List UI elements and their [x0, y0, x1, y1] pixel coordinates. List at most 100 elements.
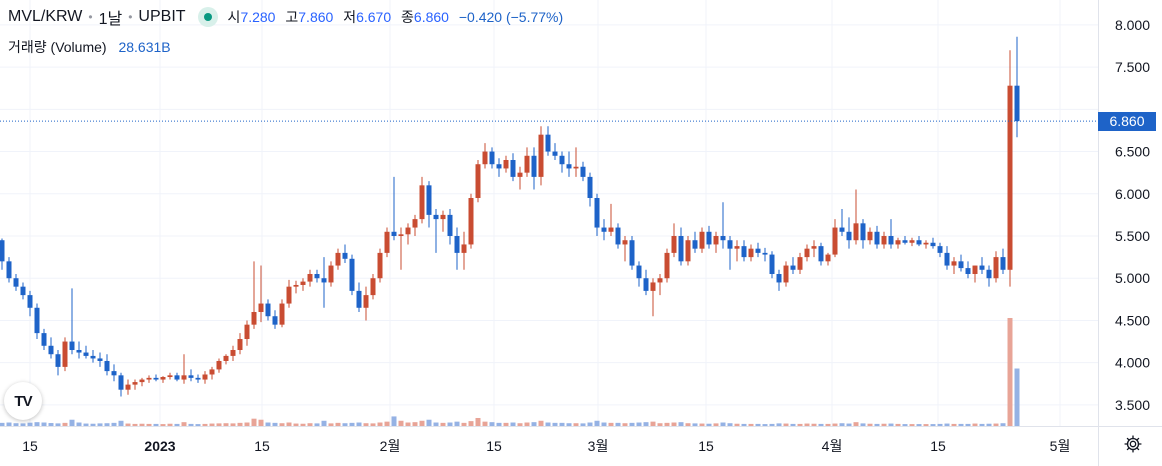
market-open-icon[interactable]	[197, 7, 218, 27]
volume-bar	[741, 423, 747, 426]
volume-bar	[384, 421, 390, 426]
symbol-name[interactable]: MVL/KRW	[8, 8, 83, 25]
candle-body	[776, 274, 782, 283]
candle-body	[489, 151, 495, 165]
volume-bar	[986, 423, 992, 426]
candle-body	[510, 160, 516, 177]
candle-body	[426, 185, 432, 215]
candle-body	[832, 227, 838, 255]
volume-bar	[538, 420, 544, 426]
volume-bar	[902, 424, 908, 426]
volume-legend[interactable]: 거래량 (Volume) 28.631B	[8, 37, 171, 57]
candle-body	[797, 257, 803, 270]
candle-body	[685, 240, 691, 262]
candle-body	[335, 252, 341, 266]
volume-bar	[125, 423, 131, 426]
candle-body	[601, 227, 607, 232]
candle-body	[272, 316, 278, 325]
x-tick-label: 15	[22, 438, 38, 454]
volume-bar	[55, 423, 61, 426]
candle-body	[167, 375, 173, 378]
candle-body	[146, 377, 152, 380]
candle-body	[405, 227, 411, 235]
volume-bar	[622, 423, 628, 426]
candle-body	[713, 236, 719, 245]
volume-bar	[286, 422, 292, 426]
candle-body	[377, 252, 383, 279]
y-tick-label: 6.000	[1115, 186, 1150, 202]
candle-body	[741, 246, 747, 258]
volume-bar	[6, 422, 12, 426]
volume-bar	[601, 422, 607, 426]
volume-bar	[650, 421, 656, 426]
candle-body	[958, 261, 964, 269]
volume-bar	[510, 422, 516, 426]
candle-body	[468, 198, 474, 245]
candle-body	[594, 198, 600, 228]
volume-bar	[699, 423, 705, 426]
volume-bar	[972, 423, 978, 426]
candle-body	[209, 369, 215, 375]
volume-bar	[832, 423, 838, 426]
y-tick-label: 6.500	[1115, 144, 1150, 160]
volume-bar	[692, 423, 698, 426]
candle-body	[587, 176, 593, 198]
candle-body	[258, 303, 264, 312]
candle-body	[20, 286, 26, 296]
candle-body	[811, 246, 817, 249]
volume-bar	[83, 423, 89, 426]
volume-bar	[496, 422, 502, 426]
volume-bar	[846, 423, 852, 426]
volume-bar	[755, 423, 761, 426]
candle-body	[132, 382, 138, 385]
volume-bar	[489, 422, 495, 426]
volume-bar	[608, 422, 614, 426]
candle-body	[762, 252, 768, 255]
candle-body	[846, 231, 852, 241]
candle-body	[853, 223, 859, 241]
x-tick-label: 15	[486, 438, 502, 454]
interval-label[interactable]: 1날	[98, 11, 123, 28]
candle-body	[615, 227, 621, 245]
candle-body	[629, 240, 635, 266]
y-tick-label: 4.000	[1115, 355, 1150, 371]
candle-body	[13, 278, 19, 287]
volume-bar	[391, 416, 397, 426]
candle-body	[1014, 85, 1020, 122]
candle-body	[62, 341, 68, 367]
candle-body	[664, 252, 670, 279]
volume-value: 28.631B	[118, 39, 171, 55]
candle-body	[622, 240, 628, 245]
volume-bar	[790, 423, 796, 426]
candle-body	[97, 358, 103, 361]
candle-body	[818, 246, 824, 262]
volume-bar	[678, 422, 684, 426]
candle-body	[692, 240, 698, 249]
candle-body	[230, 350, 236, 356]
candle-body	[769, 254, 775, 274]
candle-body	[559, 155, 565, 165]
volume-bar	[377, 422, 383, 426]
volume-bar	[90, 423, 96, 426]
open-value: 7.280	[240, 9, 276, 25]
volume-bar	[734, 423, 740, 426]
candle-body	[643, 278, 649, 291]
candle-body	[125, 384, 131, 390]
candle-body	[986, 269, 992, 279]
candle-body	[223, 355, 229, 361]
candle-body	[1000, 257, 1006, 270]
volume-bar	[965, 423, 971, 426]
volume-bar	[895, 423, 901, 426]
candle-body	[972, 265, 978, 274]
volume-bar	[776, 423, 782, 426]
volume-bar	[566, 423, 572, 426]
candle-body	[482, 151, 488, 165]
gear-icon[interactable]	[1123, 434, 1143, 454]
candle-body	[111, 371, 117, 376]
candle-body	[293, 284, 299, 287]
tradingview-logo-icon[interactable]: TV	[4, 382, 42, 420]
candle-body	[419, 185, 425, 220]
x-tick-label: 4월	[822, 438, 843, 454]
x-tick-label: 15	[698, 438, 714, 454]
